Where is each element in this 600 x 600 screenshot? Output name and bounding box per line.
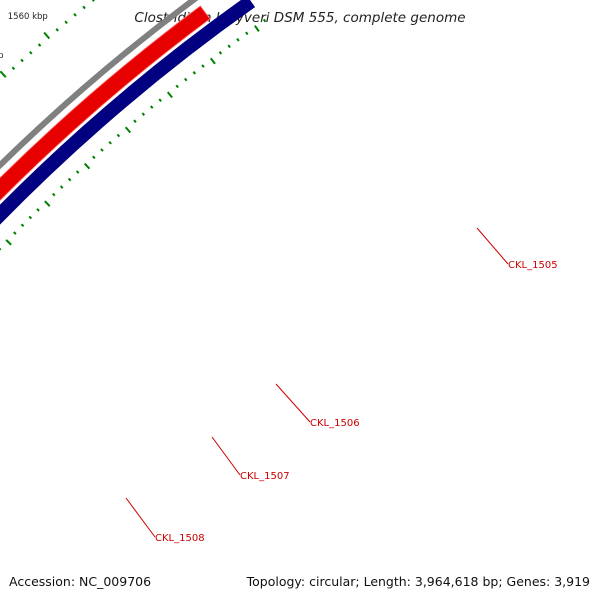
gene-leader-line <box>211 436 241 476</box>
inner-tick <box>192 71 197 75</box>
inner-tick <box>83 162 91 170</box>
forward-strand-cds <box>0 5 211 258</box>
backbone <box>0 0 199 170</box>
inner-tick <box>108 140 112 145</box>
inner-tick <box>133 119 137 124</box>
minor-tick <box>29 50 33 55</box>
inner-tick <box>175 84 179 89</box>
gene-CKL_1505[interactable] <box>0 5 211 258</box>
inner-tick <box>254 25 260 32</box>
gene-label: CKL_1507 <box>240 471 290 482</box>
inner-tick <box>28 215 33 220</box>
inner-ruler-ticks <box>0 18 267 251</box>
inner-tick <box>116 133 121 138</box>
ruler-minor-ticks <box>11 5 86 71</box>
gene-label: CKL_1506 <box>310 418 360 429</box>
minor-tick <box>55 28 59 32</box>
minor-tick <box>37 43 42 47</box>
inner-tick <box>262 18 267 23</box>
inner-tick <box>236 37 240 42</box>
inner-tick <box>92 155 96 160</box>
gene-leader-line <box>476 227 509 265</box>
tick-label-1560: 1560 kbp <box>8 12 48 22</box>
inner-tick <box>36 208 40 212</box>
inner-tick <box>100 148 104 152</box>
inner-tick <box>5 239 12 246</box>
inner-tick <box>67 177 72 182</box>
inner-tick <box>184 77 188 82</box>
inner-tick <box>52 192 56 197</box>
inner-tick <box>20 223 25 228</box>
major-tick <box>43 31 51 40</box>
inner-tick <box>44 200 51 207</box>
major-tick <box>91 0 95 2</box>
inner-tick <box>158 98 162 102</box>
gene-leader-line <box>275 383 311 423</box>
major-tick <box>0 70 7 78</box>
inner-tick <box>59 185 64 189</box>
gene-leader-line <box>125 497 156 538</box>
topology-summary: Topology: circular; Length: 3,964,618 bp… <box>246 574 590 589</box>
minor-tick <box>64 20 68 25</box>
inner-tick <box>0 247 2 251</box>
inner-tick <box>75 170 80 174</box>
minor-tick <box>82 5 86 10</box>
accession-text: Accession: NC_009706 <box>9 574 152 589</box>
inner-tick <box>218 51 223 55</box>
minor-tick <box>11 66 16 71</box>
inner-tick <box>166 91 173 99</box>
inner-tick <box>150 105 154 109</box>
tick-label-1561: 1561 kbp <box>0 51 4 61</box>
tick-labels: 1558 kbp1559 kbp1560 kbp1561 kbp1562 kbp… <box>0 12 48 61</box>
gene-label: CKL_1508 <box>155 533 205 544</box>
ruler-major-ticks <box>0 0 95 78</box>
inner-tick <box>201 64 205 68</box>
inner-tick <box>124 126 132 134</box>
reverse-strand-cds <box>0 0 256 225</box>
gene-label: CKL_1505 <box>508 260 558 271</box>
gene-labels: CKL_1505 CKL_1506 CKL_1507 CKL_1508 <box>125 227 558 544</box>
inner-tick <box>13 231 17 235</box>
inner-tick <box>209 57 216 65</box>
inner-tick <box>227 44 231 49</box>
minor-tick <box>20 58 24 63</box>
inner-tick <box>141 112 146 116</box>
minor-tick <box>73 13 77 17</box>
reverse-cds-band <box>0 0 256 225</box>
backbone-circle <box>0 0 199 170</box>
inner-tick <box>245 31 249 36</box>
